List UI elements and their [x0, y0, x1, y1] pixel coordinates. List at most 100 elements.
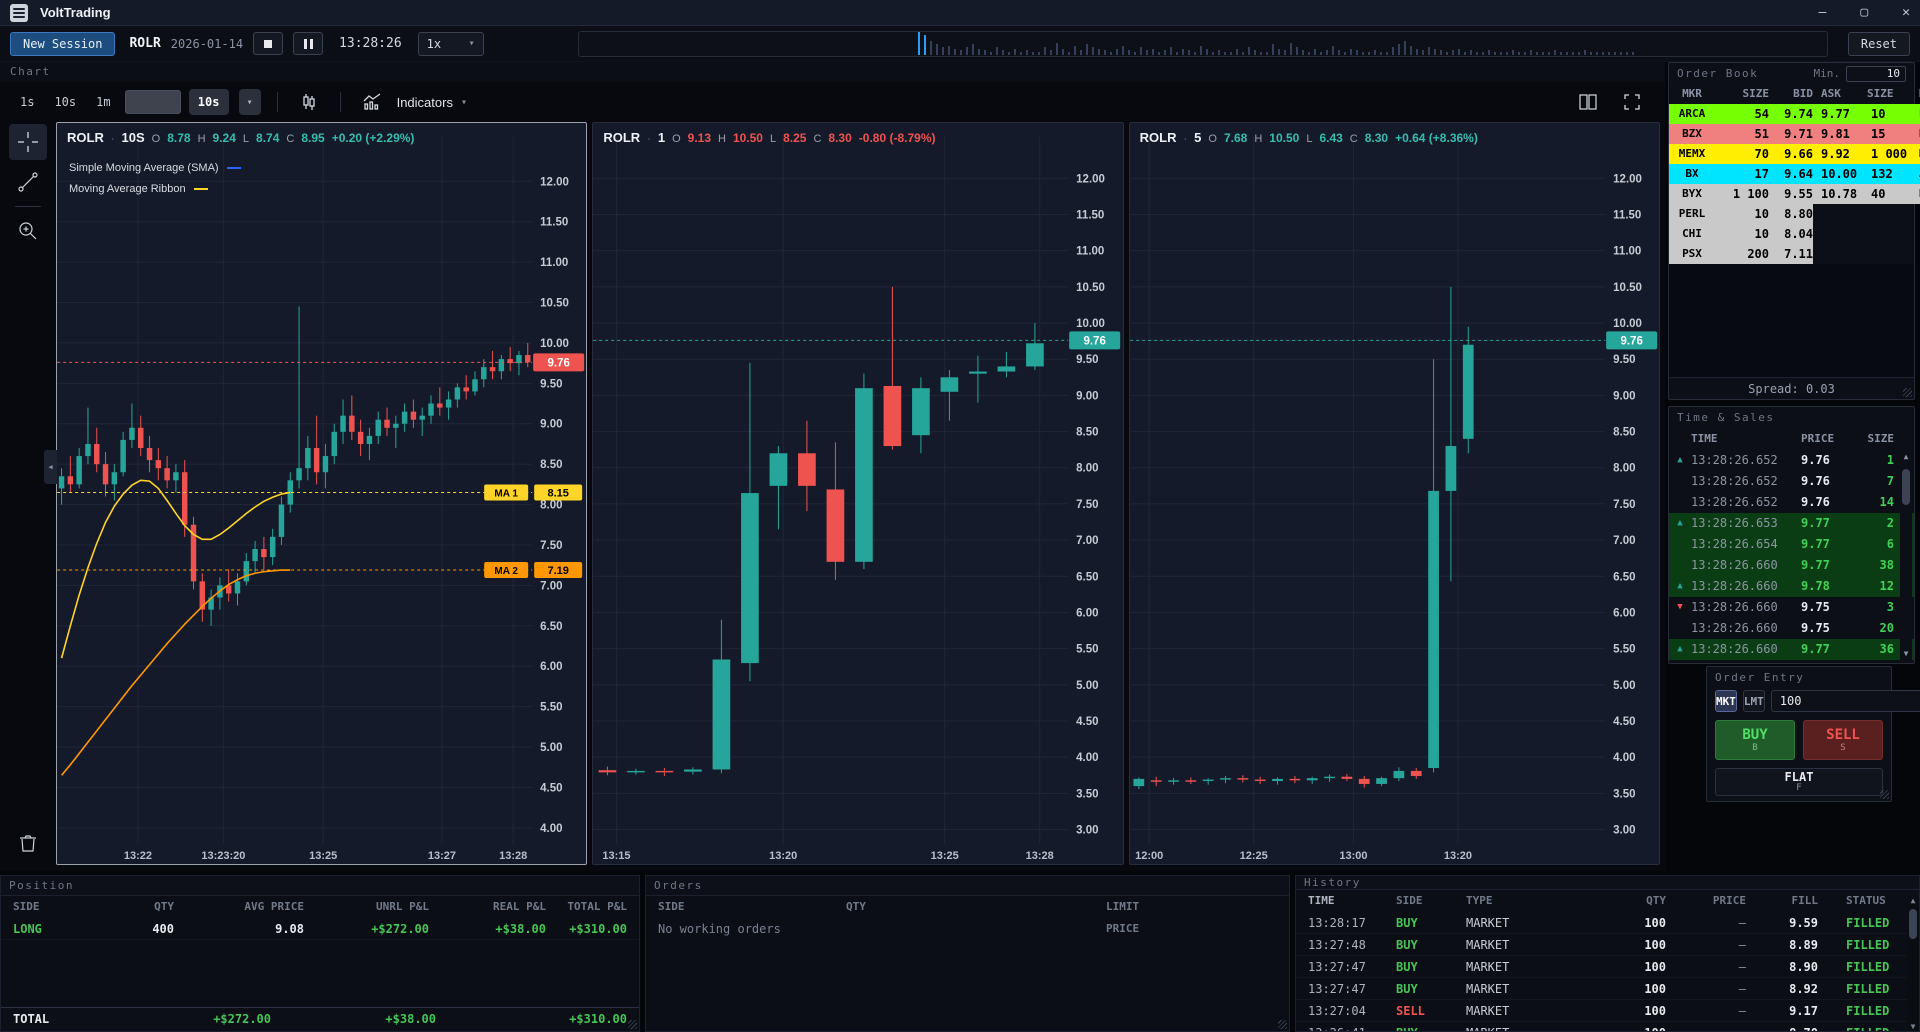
timeframe-input[interactable]	[124, 90, 181, 114]
chart-1-panel[interactable]: 12.00 11.50 11.00 10.50 10.00 9.50 9.00 8.50 8.0…	[56, 122, 588, 865]
history-row: 13:26:41BUYMARKET100–8.70FILLED	[1296, 1022, 1919, 1031]
timeline-volume-bar	[1307, 51, 1310, 55]
timeline-volume-bar	[1073, 45, 1076, 55]
sell-button[interactable]: SELL S	[1803, 720, 1883, 760]
reset-button[interactable]: Reset	[1847, 31, 1910, 56]
svg-text:5.50: 5.50	[1613, 644, 1635, 656]
orders-title: Orders	[654, 879, 703, 892]
svg-text:9.76: 9.76	[547, 357, 569, 369]
timeline-volume-bar	[1541, 51, 1544, 55]
scroll-up-icon[interactable]: ▲	[1903, 452, 1909, 461]
app-title: VoltTrading	[40, 5, 111, 20]
timeframe-selected[interactable]: 10s	[188, 89, 229, 115]
svg-text:9.50: 9.50	[1613, 354, 1635, 366]
min-size-input[interactable]	[1846, 65, 1906, 82]
scroll-up-icon[interactable]: ▲	[1910, 896, 1916, 905]
stop-button[interactable]	[253, 32, 284, 55]
buy-button[interactable]: BUY B	[1715, 720, 1795, 760]
timeline-volume-bar	[1193, 51, 1196, 55]
svg-text:12.00: 12.00	[540, 176, 569, 188]
chart-toolbar: 1s 10s 1m 10s ▾ Indicators	[0, 82, 1665, 122]
timeline-volume-bar	[1055, 42, 1058, 55]
close-button[interactable]: ✕	[1902, 5, 1910, 20]
timeline-volume-bar	[1199, 45, 1202, 55]
minimize-button[interactable]: –	[1818, 5, 1827, 20]
timeline-volume-bar	[1487, 50, 1490, 55]
timeline-volume-bar	[1247, 47, 1250, 55]
crosshair-tool[interactable]	[9, 124, 47, 160]
candle-style-icon[interactable]	[294, 88, 324, 116]
timeframe-10s-button[interactable]: 10s	[54, 95, 77, 109]
hamburger-menu-icon[interactable]	[10, 3, 28, 22]
quantity-input[interactable]	[1770, 690, 1920, 712]
timeline-volume-bar	[1607, 51, 1610, 55]
svg-text:MA 1: MA 1	[494, 488, 518, 499]
indicators-icon[interactable]	[357, 88, 387, 116]
svg-text:5.00: 5.00	[1613, 680, 1635, 692]
time-sales-header: TIME PRICE SIZE	[1691, 432, 1894, 445]
speed-select[interactable]: 1x ▾	[417, 31, 484, 56]
timeline-volume-bar	[971, 44, 974, 55]
charts-row: 12.00 11.50 11.00 10.50 10.00 9.50 9.00 8.50 8.0…	[56, 122, 1665, 871]
svg-text:8.15: 8.15	[547, 487, 568, 499]
time-sales-scrollbar[interactable]: ▲ ▼	[1900, 451, 1912, 660]
trendline-tool[interactable]	[9, 164, 47, 200]
order-type-mkt-button[interactable]: MKT	[1715, 690, 1737, 712]
scroll-down-icon[interactable]: ▼	[1903, 649, 1909, 658]
svg-text:9.76: 9.76	[1084, 335, 1106, 347]
position-row: LONG 400 9.08 +$272.00 +$38.00 +$310.00	[1, 918, 639, 940]
chart-section: Chart 1s 10s 1m 10s ▾	[0, 62, 1665, 871]
chart-change: +0.64 (+8.36%)	[1395, 131, 1478, 145]
time-sales-row: ▲ 13:28:26.652 9.76 1	[1677, 453, 1894, 467]
scroll-down-icon[interactable]: ▼	[1910, 1022, 1916, 1031]
timeline-volume-bar	[1433, 48, 1436, 55]
fullscreen-icon[interactable]	[1617, 88, 1647, 116]
bottom-panels: Position SIDE QTY AVG PRICE UNRL P&L REAL P&…	[0, 875, 1920, 1032]
scrollbar-thumb[interactable]	[1902, 469, 1910, 505]
order-book-row[interactable]: PSX 200 7.11	[1669, 244, 1914, 264]
collapse-arrow[interactable]: ◀	[44, 450, 57, 485]
zoom-in-tool[interactable]	[9, 213, 47, 249]
timeline-volume-bar	[1265, 51, 1268, 55]
svg-text:9.00: 9.00	[1613, 390, 1635, 402]
timeline-volume-bar	[947, 45, 950, 55]
timeline-scrubber[interactable]	[577, 30, 1828, 57]
layout-grid-icon[interactable]	[1573, 88, 1603, 116]
chart-2-panel[interactable]: 12.00 11.50 11.00 10.50 10.00 9.50 9.00 8.50 8.0…	[592, 122, 1124, 865]
svg-text:7.50: 7.50	[540, 540, 562, 552]
svg-text:13:23:20: 13:23:20	[201, 850, 245, 862]
flat-button[interactable]: FLAT F	[1715, 768, 1883, 796]
candlestick-chart[interactable]: 12.00 11.50 11.00 10.50 10.00 9.50 9.00 8.50 8.0…	[593, 123, 1122, 864]
timeline-volume-bar	[1325, 50, 1328, 55]
timeline-volume-bar	[1613, 51, 1616, 55]
orders-empty-message: No working orders	[658, 922, 781, 936]
chevron-down-icon[interactable]: ▾	[460, 96, 467, 108]
scrollbar-thumb[interactable]	[1909, 909, 1917, 939]
timeframe-dropdown[interactable]: ▾	[238, 89, 261, 115]
order-book-row[interactable]: CHI 10 8.04	[1669, 224, 1914, 244]
pause-button[interactable]	[293, 32, 324, 55]
candlestick-chart[interactable]: 12.00 11.50 11.00 10.50 10.00 9.50 9.00 8.50 8.0…	[1129, 123, 1659, 864]
indicators-button[interactable]: Indicators	[396, 94, 453, 110]
maximize-button[interactable]: ▢	[1860, 5, 1869, 20]
new-session-button[interactable]: New Session	[10, 31, 116, 56]
svg-text:11.50: 11.50	[1613, 210, 1641, 222]
svg-text:6.00: 6.00	[540, 661, 562, 673]
chevron-down-icon: ▾	[468, 38, 475, 49]
history-scrollbar[interactable]: ▲ ▼	[1907, 896, 1919, 1031]
time-sales-row: 13:28:26.660 9.75 20	[1691, 621, 1894, 635]
candlestick-chart[interactable]: 12.00 11.50 11.00 10.50 10.00 9.50 9.00 8.50 8.0…	[57, 123, 586, 864]
chart-3-panel[interactable]: 12.00 11.50 11.00 10.50 10.00 9.50 9.00 8.50 8.0…	[1128, 122, 1660, 865]
timeframe-1s-button[interactable]: 1s	[20, 95, 35, 109]
order-type-lmt-button[interactable]: LMT	[1742, 690, 1765, 712]
timeline-volume-bar	[1421, 50, 1424, 55]
timeline-volume-bar	[1043, 47, 1046, 55]
trash-icon[interactable]	[9, 825, 47, 861]
order-book-row[interactable]: PERL 10 8.80	[1669, 204, 1914, 224]
timeframe-1m-button[interactable]: 1m	[96, 95, 111, 109]
